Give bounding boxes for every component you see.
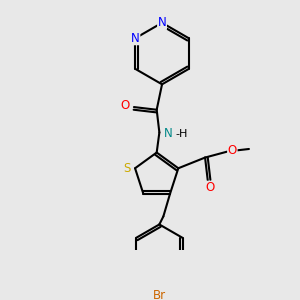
- Text: S: S: [123, 162, 130, 175]
- Text: N: N: [164, 127, 173, 140]
- Text: O: O: [228, 144, 237, 157]
- Text: -H: -H: [176, 129, 188, 139]
- Text: O: O: [206, 181, 215, 194]
- Text: Br: Br: [153, 289, 166, 300]
- Text: O: O: [120, 99, 129, 112]
- Text: N: N: [131, 32, 140, 45]
- Text: N: N: [158, 16, 167, 29]
